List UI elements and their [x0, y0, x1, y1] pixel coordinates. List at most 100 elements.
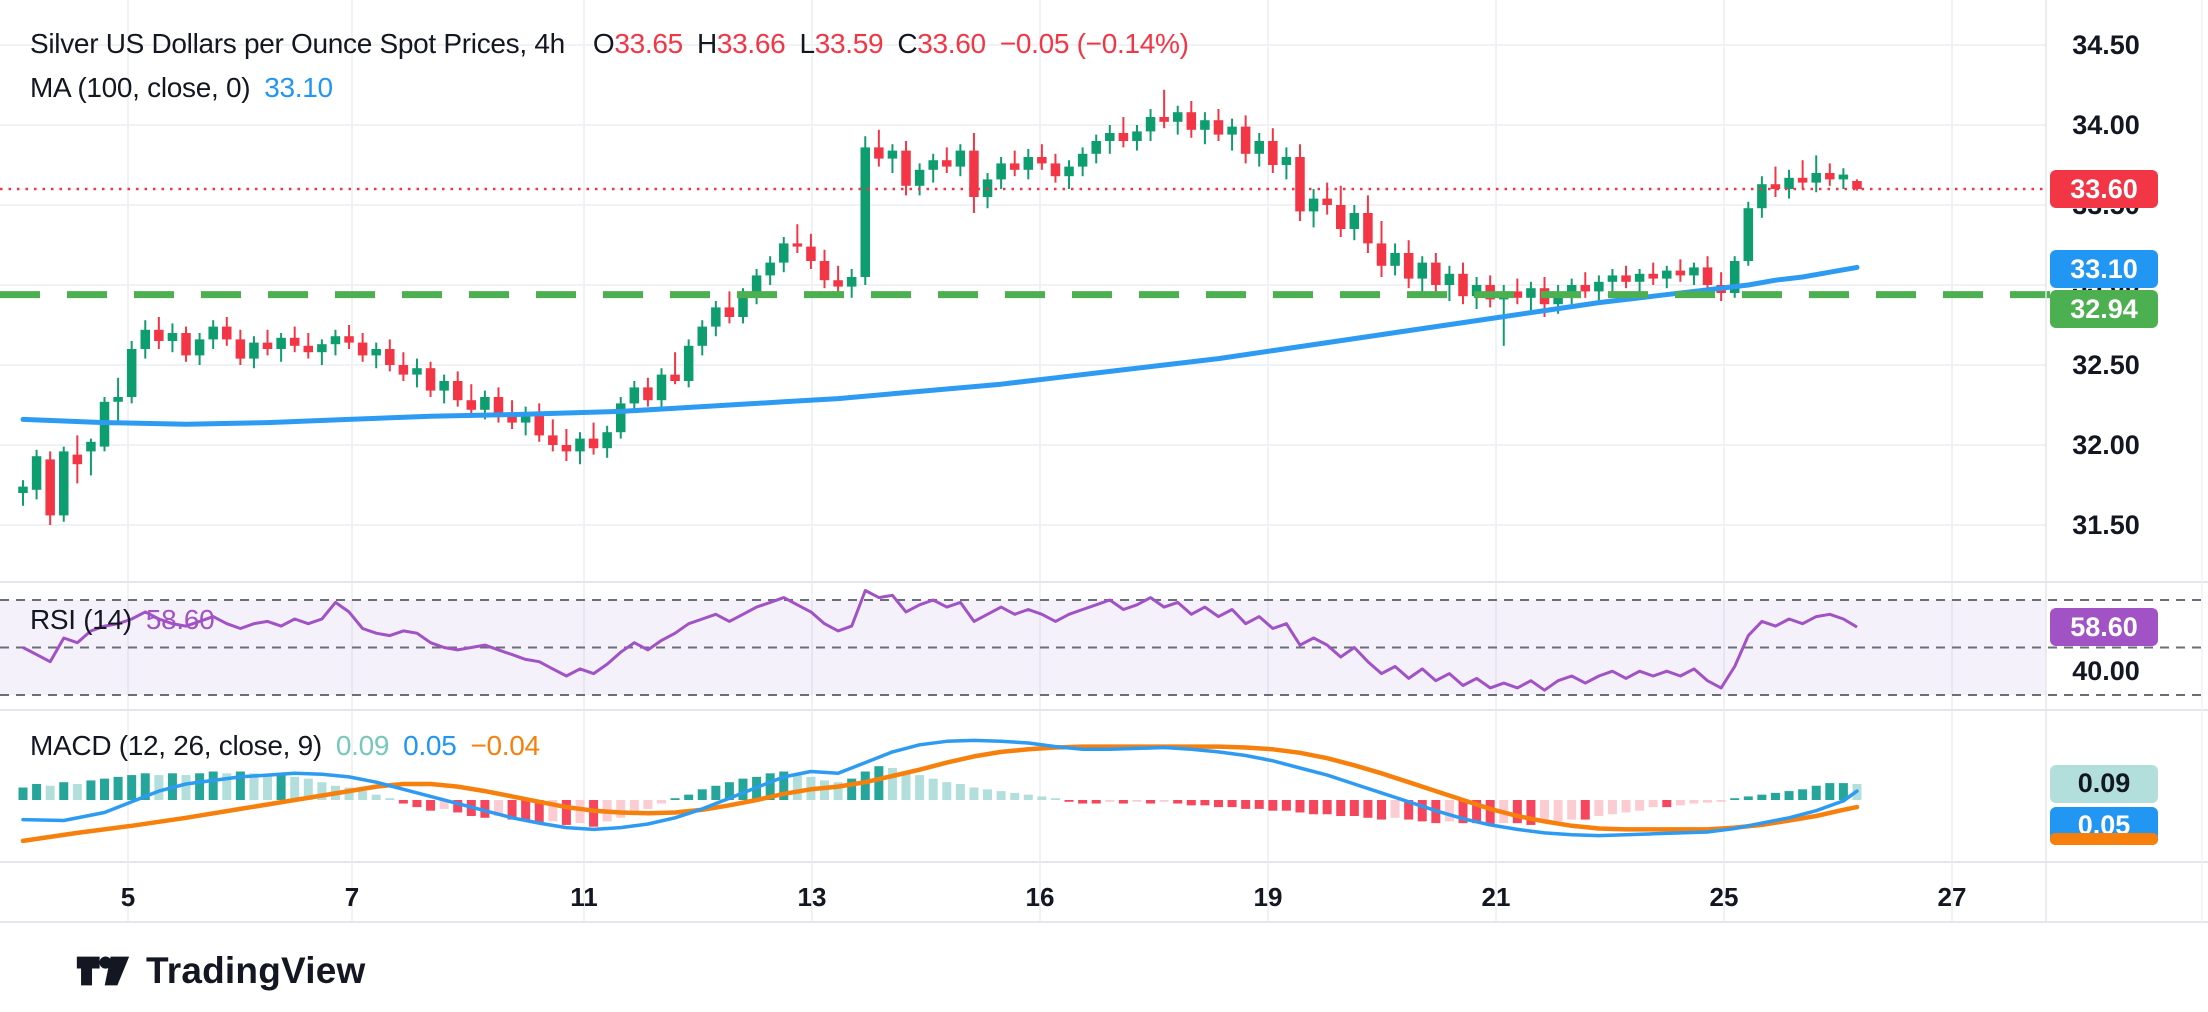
candle-body [1349, 213, 1360, 229]
ma-label: MA (100, close, 0) [30, 72, 251, 103]
candle-body [942, 160, 952, 167]
macd-signal-value: −0.04 [470, 730, 540, 761]
candle-body [1811, 173, 1821, 183]
candle-body [1566, 285, 1577, 293]
ohlc-open-label: O [592, 28, 615, 59]
macd-hist-bar [969, 787, 979, 800]
candle-body [602, 432, 612, 449]
macd-hist-bar [154, 775, 164, 800]
candle-body [317, 344, 327, 353]
macd-hist-bar [1770, 792, 1780, 800]
macd-hist-bar [1798, 789, 1808, 800]
candle-body [344, 336, 354, 343]
candle-body [86, 441, 96, 452]
macd-hist-bar [589, 799, 599, 827]
macd-hist-bar [1064, 799, 1074, 802]
time-axis-label: 16 [1025, 882, 1055, 912]
macd-hist-bar [1173, 799, 1183, 804]
candle-body [466, 400, 477, 410]
macd-hist-bar [1268, 799, 1278, 811]
macd-hist-bar [738, 778, 748, 800]
candle-body [1594, 281, 1604, 292]
candle-body [656, 374, 667, 401]
macd-hist-bar [1811, 785, 1821, 800]
macd-hist-bar [1567, 799, 1577, 820]
rsi-value: 58.60 [145, 604, 215, 635]
time-axis-label: 21 [1481, 882, 1511, 912]
candle-body [1675, 270, 1686, 276]
price-axis-label: 34.00 [2072, 110, 2140, 140]
macd-hist-bar [1010, 792, 1020, 800]
macd-hist-bar [208, 771, 218, 800]
candle-body [1553, 293, 1563, 305]
tradingview-logo-icon [76, 956, 130, 986]
candle-body [1077, 153, 1088, 167]
candle-body [1471, 285, 1482, 297]
macd-hist-bar [1105, 799, 1115, 802]
candle-body [126, 349, 137, 397]
candle-body [1526, 288, 1536, 298]
macd-hist-bar [684, 794, 694, 800]
rsi-legend-row: RSI (14) 58.60 [30, 604, 215, 636]
macd-hist-bar [113, 776, 123, 800]
macd-hist-bar [779, 771, 789, 800]
macd-hist-bar [398, 799, 408, 804]
macd-hist-bar [371, 794, 381, 800]
rsi-value-badge: 58.60 [2050, 608, 2158, 647]
macd-hist-bar [1132, 799, 1142, 802]
rsi-label: RSI (14) [30, 604, 132, 635]
candle-body [996, 163, 1006, 180]
last-price-badge: 33.60 [2050, 170, 2158, 208]
candle-body [1662, 270, 1672, 279]
candle-body [425, 368, 436, 391]
candle-body [969, 150, 979, 197]
candle-body [1757, 184, 1767, 209]
time-axis-label: 5 [120, 882, 136, 912]
macd-hist-bar [1322, 799, 1332, 815]
macd-hist-bar [45, 785, 55, 800]
candle-body [1444, 273, 1455, 285]
macd-hist-bar [181, 775, 191, 800]
candle-body [303, 345, 314, 353]
macd-hist-bar [643, 799, 653, 809]
macd-hist-bar [521, 799, 531, 822]
macd-hist-bar [453, 799, 463, 813]
macd-hist-bar [1635, 799, 1645, 811]
tradingview-logo: TradingView [76, 948, 365, 994]
macd-hist-bar [439, 799, 449, 809]
candle-body [806, 246, 816, 261]
macd-line-value: 0.05 [403, 730, 457, 761]
macd-hist-bar [1417, 799, 1427, 822]
macd-hist-bar [1050, 798, 1060, 800]
ohlc-low-label: L [799, 28, 815, 59]
candle-body [1227, 126, 1237, 135]
price-axis-label: 34.50 [2072, 30, 2140, 60]
macd-hist-bar [561, 799, 571, 825]
candle-body [1213, 120, 1224, 135]
macd-hist-bar [86, 780, 96, 800]
candle-body [1729, 261, 1740, 293]
macd-hist-bar [303, 778, 313, 800]
candle-body [1689, 267, 1699, 276]
price-axis-label: 32.50 [2072, 350, 2140, 380]
macd-hist-bar [1607, 799, 1617, 815]
candle-body [1634, 273, 1645, 282]
candle-body [643, 387, 653, 401]
candle-body [534, 413, 544, 436]
macd-hist-bar [1295, 799, 1305, 813]
macd-hist-bar [1078, 799, 1088, 804]
candle-body [1023, 157, 1034, 170]
macd-hist-bar [548, 799, 558, 822]
candle-body [1390, 253, 1400, 266]
macd-hist-bar [195, 773, 205, 800]
macd-hist-bar [249, 773, 259, 800]
macd-hist-bar [1512, 799, 1522, 824]
macd-hist-bar [1838, 783, 1848, 800]
candle-body [194, 339, 205, 356]
ohlc-high-label: H [696, 28, 717, 59]
candle-body [1200, 120, 1210, 130]
macd-hist-bar [358, 791, 368, 800]
candle-body [18, 486, 28, 493]
candle-body [588, 438, 599, 449]
